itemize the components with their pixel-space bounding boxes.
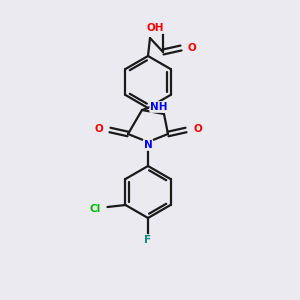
Text: N: N [144, 140, 152, 150]
Text: O: O [193, 124, 202, 134]
Text: O: O [94, 124, 103, 134]
Text: Cl: Cl [89, 204, 100, 214]
Text: OH: OH [146, 23, 164, 33]
Text: NH: NH [150, 102, 168, 112]
Text: F: F [144, 235, 152, 245]
Text: O: O [188, 43, 197, 53]
